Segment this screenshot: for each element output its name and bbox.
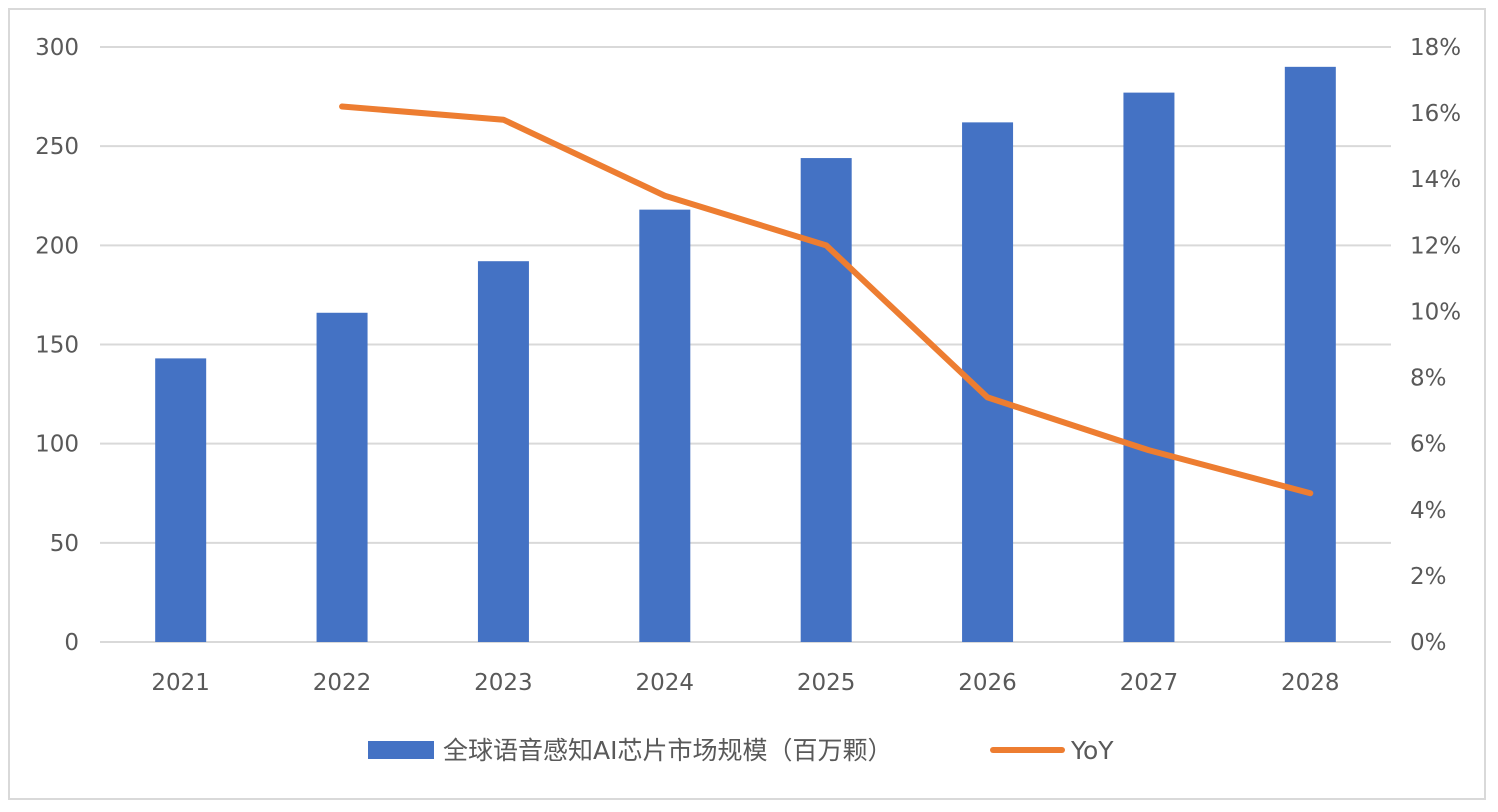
y-left-tick-label: 50 — [50, 531, 79, 557]
yoy-point — [1146, 447, 1152, 453]
y-axis-left: 0 50 100 150 200 250 300 — [35, 35, 79, 656]
y-right-tick-label: 10% — [1410, 299, 1461, 325]
y-left-tick-label: 250 — [35, 134, 79, 160]
yoy-point — [339, 104, 345, 109]
y-left-tick-label: 100 — [35, 432, 79, 458]
bar — [1284, 66, 1336, 643]
chart-frame — [8, 8, 1486, 800]
bar — [800, 158, 852, 643]
line-series — [339, 103, 1314, 497]
y-right-tick-label: 2% — [1410, 564, 1447, 590]
x-tick-label: 2021 — [151, 670, 210, 696]
y-left-tick-label: 0 — [64, 630, 79, 656]
y-right-tick-label: 4% — [1410, 498, 1447, 524]
y-left-tick-label: 300 — [35, 35, 79, 61]
yoy-point — [500, 117, 506, 123]
y-right-tick-label: 16% — [1410, 101, 1461, 127]
yoy-point — [985, 394, 991, 400]
legend-label-bar: 全球语音感知AI芯片市场规模（百万颗） — [443, 736, 892, 765]
y-right-tick-label: 12% — [1410, 233, 1461, 259]
x-tick-label: 2024 — [636, 670, 695, 696]
gridlines — [100, 46, 1391, 643]
bar-series — [155, 66, 1336, 643]
legend-label-line: YoY — [1070, 736, 1114, 765]
yoy-point — [662, 193, 668, 199]
y-axis-right: 0% 2% 4% 6% 8% 10% 12% 14% 16% 18% — [1410, 35, 1461, 656]
y-left-tick-label: 150 — [35, 333, 79, 359]
bar — [316, 312, 368, 642]
y-right-tick-label: 18% — [1410, 35, 1461, 61]
y-left-tick-label: 200 — [35, 233, 79, 259]
yoy-point — [823, 242, 829, 248]
x-tick-label: 2027 — [1120, 670, 1179, 696]
bar — [477, 261, 529, 642]
y-right-tick-label: 14% — [1410, 167, 1461, 193]
x-axis: 2021 2022 2023 2024 2025 2026 2027 2028 — [151, 670, 1339, 696]
bar — [155, 358, 207, 642]
bar — [639, 209, 691, 642]
y-right-tick-label: 6% — [1410, 432, 1447, 458]
x-tick-label: 2026 — [958, 670, 1017, 696]
x-tick-label: 2025 — [797, 670, 856, 696]
legend: 全球语音感知AI芯片市场规模（百万颗） YoY — [368, 736, 1114, 765]
x-tick-label: 2028 — [1281, 670, 1340, 696]
x-tick-label: 2023 — [474, 670, 533, 696]
yoy-point — [1307, 490, 1313, 496]
bar — [1123, 92, 1175, 642]
y-right-tick-label: 0% — [1410, 630, 1447, 656]
x-tick-label: 2022 — [313, 670, 372, 696]
y-right-tick-label: 8% — [1410, 366, 1447, 392]
legend-swatch-bar — [368, 741, 434, 759]
